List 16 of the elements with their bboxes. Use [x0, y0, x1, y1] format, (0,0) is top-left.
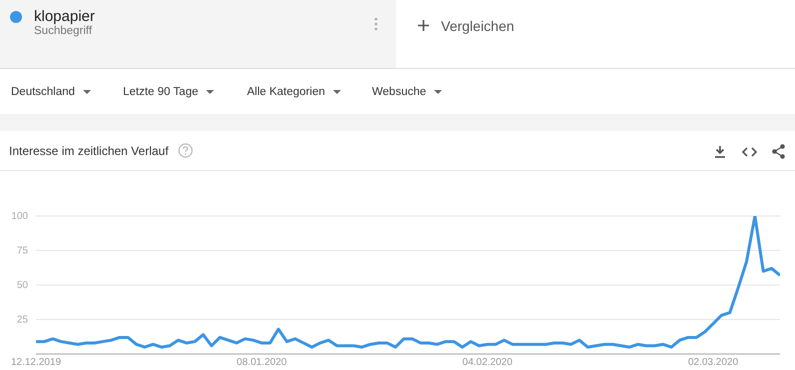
y-tick-label: 75	[16, 245, 28, 256]
text: Suchbegriff	[34, 25, 92, 37]
text: Deutschland	[11, 86, 75, 98]
y-tick-label: 50	[16, 280, 28, 291]
chart-title: Interesse im zeitlichen Verlauf	[9, 144, 168, 158]
legend-label: klopapier	[34, 8, 95, 25]
text: Alle Kategorien	[247, 86, 325, 98]
y-tick-label: 100	[11, 210, 28, 222]
text: Websuche	[372, 86, 426, 98]
y-tick-label: 25	[16, 314, 28, 326]
text: Letzte 90 Tage	[123, 86, 198, 98]
x-tick-label: 04.02.2020	[462, 356, 513, 368]
x-tick-label: 08.01.2020	[236, 356, 288, 368]
text: Vergleichen	[441, 18, 514, 34]
x-tick-label: 12.12.2019	[10, 356, 62, 368]
x-tick-label: 02.03.2020	[688, 356, 739, 368]
